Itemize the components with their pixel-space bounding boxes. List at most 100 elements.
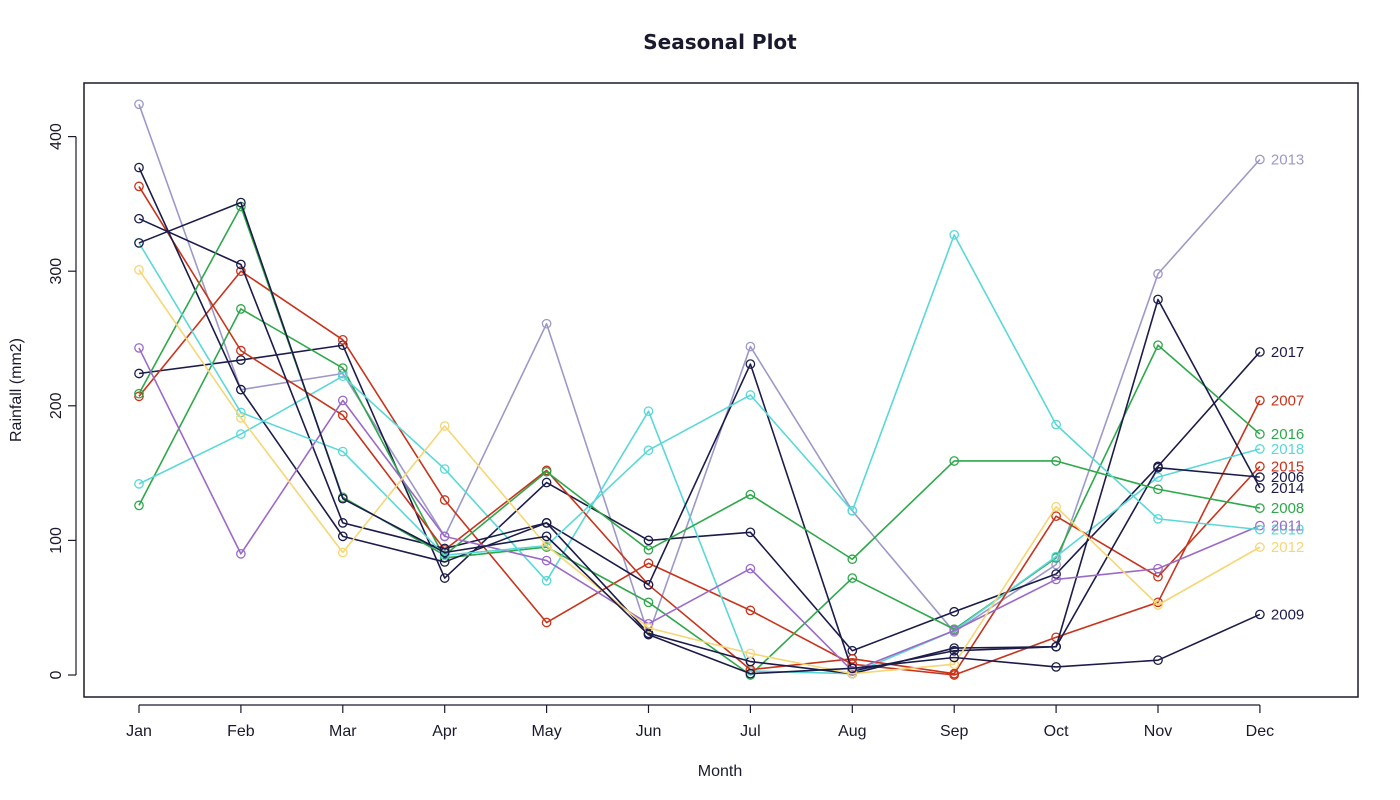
data-point bbox=[541, 466, 552, 477]
data-point bbox=[745, 359, 756, 369]
data-point bbox=[337, 371, 348, 382]
data-point bbox=[439, 557, 450, 567]
data-point bbox=[337, 395, 348, 406]
data-point bbox=[847, 573, 858, 583]
series-line bbox=[138, 201, 1261, 675]
data-point bbox=[1051, 569, 1061, 579]
data-point bbox=[236, 304, 246, 314]
series-line bbox=[138, 217, 1260, 672]
data-point bbox=[236, 345, 246, 356]
data-point bbox=[1153, 563, 1163, 574]
data-point bbox=[439, 495, 450, 505]
series-line bbox=[138, 185, 1261, 675]
data-point bbox=[134, 99, 144, 110]
series-line bbox=[138, 270, 1261, 676]
series-label-2008: 2008 bbox=[1271, 500, 1304, 517]
data-point bbox=[643, 629, 654, 640]
data-point bbox=[745, 341, 756, 352]
data-point bbox=[745, 489, 756, 500]
data-point bbox=[1255, 503, 1265, 513]
data-point bbox=[1051, 511, 1061, 522]
data-point bbox=[1051, 641, 1061, 652]
series-label-2015: 2015 bbox=[1271, 458, 1304, 475]
data-point bbox=[337, 410, 348, 421]
data-point bbox=[1153, 269, 1163, 279]
data-point bbox=[134, 343, 144, 353]
data-point bbox=[1255, 542, 1265, 552]
series-label-2012: 2012 bbox=[1271, 539, 1304, 556]
x-tick-label: Jan bbox=[126, 723, 152, 740]
series-line bbox=[138, 344, 1261, 652]
data-point bbox=[949, 659, 960, 670]
x-axis-label: Month bbox=[698, 763, 742, 780]
data-point bbox=[134, 238, 144, 248]
series-label-2006: 2006 bbox=[1271, 469, 1304, 486]
x-tick-label: Dec bbox=[1246, 723, 1274, 740]
data-point bbox=[643, 445, 654, 456]
data-point bbox=[134, 162, 144, 173]
data-point bbox=[1153, 340, 1163, 351]
x-tick-label: Jul bbox=[740, 723, 760, 740]
series-2014 bbox=[134, 162, 1265, 679]
data-point bbox=[1255, 483, 1265, 493]
data-point bbox=[1255, 472, 1265, 482]
data-point bbox=[541, 531, 552, 542]
data-point bbox=[541, 555, 552, 566]
x-tick-label: Feb bbox=[227, 723, 255, 740]
data-point bbox=[949, 606, 960, 617]
data-point bbox=[1051, 662, 1061, 672]
data-point bbox=[1051, 574, 1061, 585]
data-point bbox=[236, 549, 246, 559]
data-point bbox=[1153, 472, 1163, 482]
x-tick-label: Jun bbox=[636, 723, 662, 740]
data-point bbox=[847, 668, 858, 679]
series-line bbox=[138, 375, 1261, 675]
series-2006 bbox=[134, 213, 1265, 676]
x-tick-label: Sep bbox=[940, 723, 969, 740]
data-point bbox=[1153, 655, 1163, 666]
data-point bbox=[439, 421, 450, 431]
data-point bbox=[949, 625, 960, 636]
data-point bbox=[1255, 524, 1265, 535]
data-point bbox=[337, 547, 348, 558]
data-point bbox=[1051, 632, 1061, 643]
x-axis: Jan Feb Mar Apr May Jun Jul Aug Sep Oct Nov Dec bbox=[126, 704, 1274, 740]
data-point bbox=[541, 477, 552, 488]
data-point bbox=[134, 388, 144, 399]
data-point bbox=[439, 547, 450, 558]
data-point bbox=[236, 259, 246, 270]
series-2007 bbox=[134, 266, 1265, 680]
series-layer bbox=[134, 99, 1265, 680]
data-point bbox=[1051, 456, 1061, 466]
data-point bbox=[236, 197, 246, 208]
data-point bbox=[1153, 514, 1163, 524]
data-point bbox=[949, 230, 960, 240]
series-label-2014: 2014 bbox=[1271, 480, 1304, 497]
data-point bbox=[643, 558, 654, 569]
data-point bbox=[337, 334, 348, 345]
series-2013 bbox=[134, 99, 1265, 640]
data-point bbox=[643, 597, 654, 608]
data-point bbox=[337, 518, 348, 528]
data-point bbox=[847, 554, 858, 565]
y-axis: 0 100 200 300 400 bbox=[48, 123, 77, 679]
series-label-2016: 2016 bbox=[1271, 426, 1304, 443]
y-tick-label: 200 bbox=[48, 392, 65, 419]
data-point bbox=[1153, 484, 1163, 495]
data-point bbox=[439, 464, 450, 474]
data-point bbox=[541, 540, 552, 551]
data-point bbox=[745, 605, 756, 616]
data-point bbox=[236, 355, 246, 365]
series-2015 bbox=[134, 181, 1265, 679]
data-point bbox=[1255, 461, 1265, 472]
data-point bbox=[745, 563, 756, 574]
data-point bbox=[745, 648, 756, 659]
x-tick-label: Aug bbox=[838, 723, 866, 740]
data-point bbox=[1051, 551, 1061, 562]
data-point bbox=[134, 500, 144, 511]
data-point bbox=[541, 318, 552, 329]
data-point bbox=[236, 413, 246, 423]
data-point bbox=[1153, 294, 1163, 305]
